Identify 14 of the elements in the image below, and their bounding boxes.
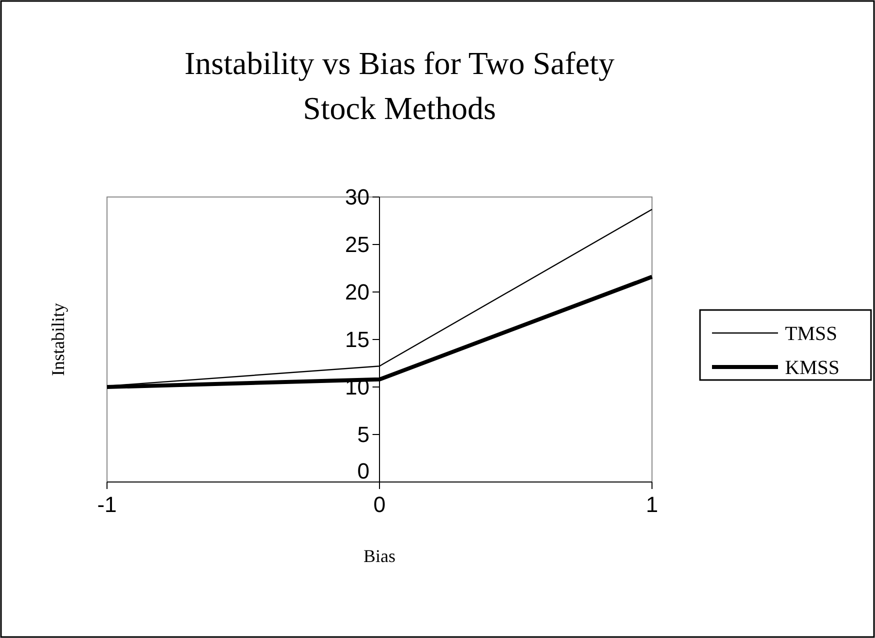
- x-tick-label: 0: [373, 492, 386, 517]
- x-tick-label: 1: [646, 492, 658, 517]
- y-tick-label: 30: [345, 184, 370, 210]
- y-tick-label: 25: [345, 232, 370, 258]
- x-axis-title: Bias: [363, 546, 396, 566]
- y-tick-label: 0: [357, 458, 370, 484]
- legend-label: KMSS: [785, 357, 840, 379]
- legend-label: TMSS: [785, 323, 838, 345]
- y-tick-label: 5: [357, 422, 370, 448]
- y-tick-label: 15: [345, 327, 370, 352]
- y-tick-label: 20: [345, 280, 370, 305]
- chart-title: Instability vs Bias for Two Safety Stock Methods: [184, 45, 615, 126]
- x-tick-label: -1: [97, 492, 117, 517]
- y-axis-title: Instability: [48, 303, 68, 376]
